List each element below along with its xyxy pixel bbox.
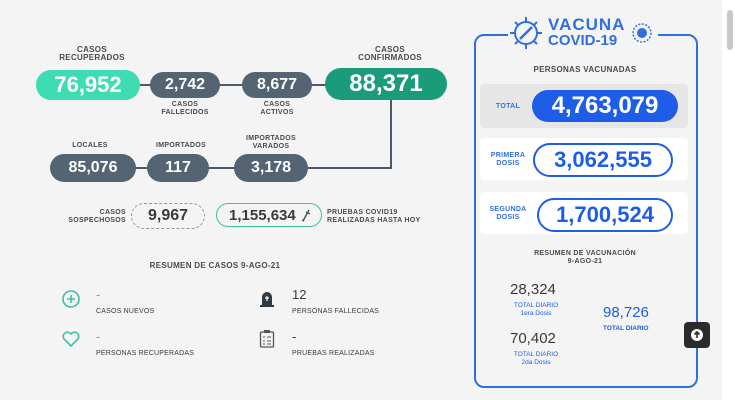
personas-fallecidas-value: 12 — [292, 287, 307, 302]
primera-pill: 3,062,555 — [533, 143, 673, 177]
segunda-pill: 1,700,524 — [537, 198, 673, 232]
connector-line — [120, 84, 330, 86]
confirmados-label: CASOS CONFIRMADOS — [358, 45, 422, 62]
resumen-title: RESUMEN DE CASOS 9-AGO-21 — [149, 261, 281, 270]
diario-1-value: 28,324 — [510, 281, 556, 298]
clipboard-icon — [259, 330, 275, 348]
pruebas-realizadas-value: - — [292, 329, 297, 344]
total-diario-value: 98,726 — [603, 304, 649, 321]
total-label: TOTAL — [495, 103, 521, 110]
confirmados-pill: 88,371 — [325, 68, 447, 100]
scrollbar-thumb[interactable] — [727, 10, 733, 50]
personas-vacunadas-title: PERSONAS VACUNADAS — [533, 65, 637, 74]
back-to-top-button[interactable] — [684, 322, 710, 348]
diario-2-value: 70,402 — [510, 330, 556, 347]
logo-vacuna-text: VACUNA — [548, 15, 626, 34]
varados-pill: 3,178 — [234, 154, 308, 182]
virus-icon — [510, 17, 542, 49]
connector-line — [390, 98, 392, 168]
scrollbar-track[interactable] — [722, 0, 735, 400]
varados-label: IMPORTADOS VARADOS — [246, 135, 296, 150]
segunda-label: SEGUNDA DOSIS — [489, 206, 527, 221]
pruebas-box: 1,155,634 — [216, 203, 322, 227]
locales-label: LOCALES — [72, 142, 108, 149]
total-diario-label: TOTAL DIARIO — [603, 325, 649, 332]
fallecidos-label: CASOS FALLECIDOS — [161, 101, 209, 116]
sospechosos-label: CASOS SOSPECHOSOS — [68, 209, 126, 224]
pruebas-value: 1,155,634 — [229, 206, 296, 224]
sospechosos-box: 9,967 — [131, 203, 205, 229]
heart-icon — [62, 331, 80, 348]
plus-circle-icon — [62, 290, 80, 308]
activos-pill: 8,677 — [242, 72, 312, 98]
syringe-icon — [301, 209, 311, 222]
personas-recuperadas-label: PERSONAS RECUPERADAS — [96, 350, 195, 357]
casos-nuevos-label: CASOS NUEVOS — [96, 308, 155, 315]
importados-label: IMPORTADOS — [156, 142, 206, 149]
pruebas-realizadas-label: PRUEBAS REALIZADAS — [292, 350, 375, 357]
locales-pill: 85,076 — [50, 154, 136, 182]
arrow-up-icon — [691, 329, 703, 341]
primera-label: PRIMERA DOSIS — [490, 152, 526, 167]
recuperados-pill: 76,952 — [36, 70, 140, 100]
resumen-vacunacion-title: RESUMEN DE VACUNACIÓN 9-AGO-21 — [534, 250, 636, 265]
activos-label: CASOS ACTIVOS — [260, 101, 294, 116]
diario-1-label: TOTAL DIARIO 1era Dosis — [513, 302, 559, 317]
casos-nuevos-value: - — [96, 287, 101, 302]
vacuna-logo: VACUNA COVID-19 — [508, 14, 658, 52]
diario-2-label: TOTAL DIARIO 2da Dosis — [513, 351, 559, 366]
logo-covid-text: COVID-19 — [548, 32, 618, 49]
total-pill: 4,763,079 — [532, 90, 678, 122]
seal-icon — [632, 23, 653, 43]
personas-fallecidas-label: PERSONAS FALLECIDAS — [292, 308, 380, 315]
tombstone-icon — [260, 292, 274, 307]
importados-pill: 117 — [147, 154, 209, 182]
recuperados-label: CASOS RECUPERADOS — [59, 45, 125, 62]
pruebas-label: PRUEBAS COVID19 REALIZADAS HASTA HOY — [327, 209, 421, 224]
personas-recuperadas-value: - — [96, 329, 101, 344]
fallecidos-pill: 2,742 — [150, 72, 220, 98]
